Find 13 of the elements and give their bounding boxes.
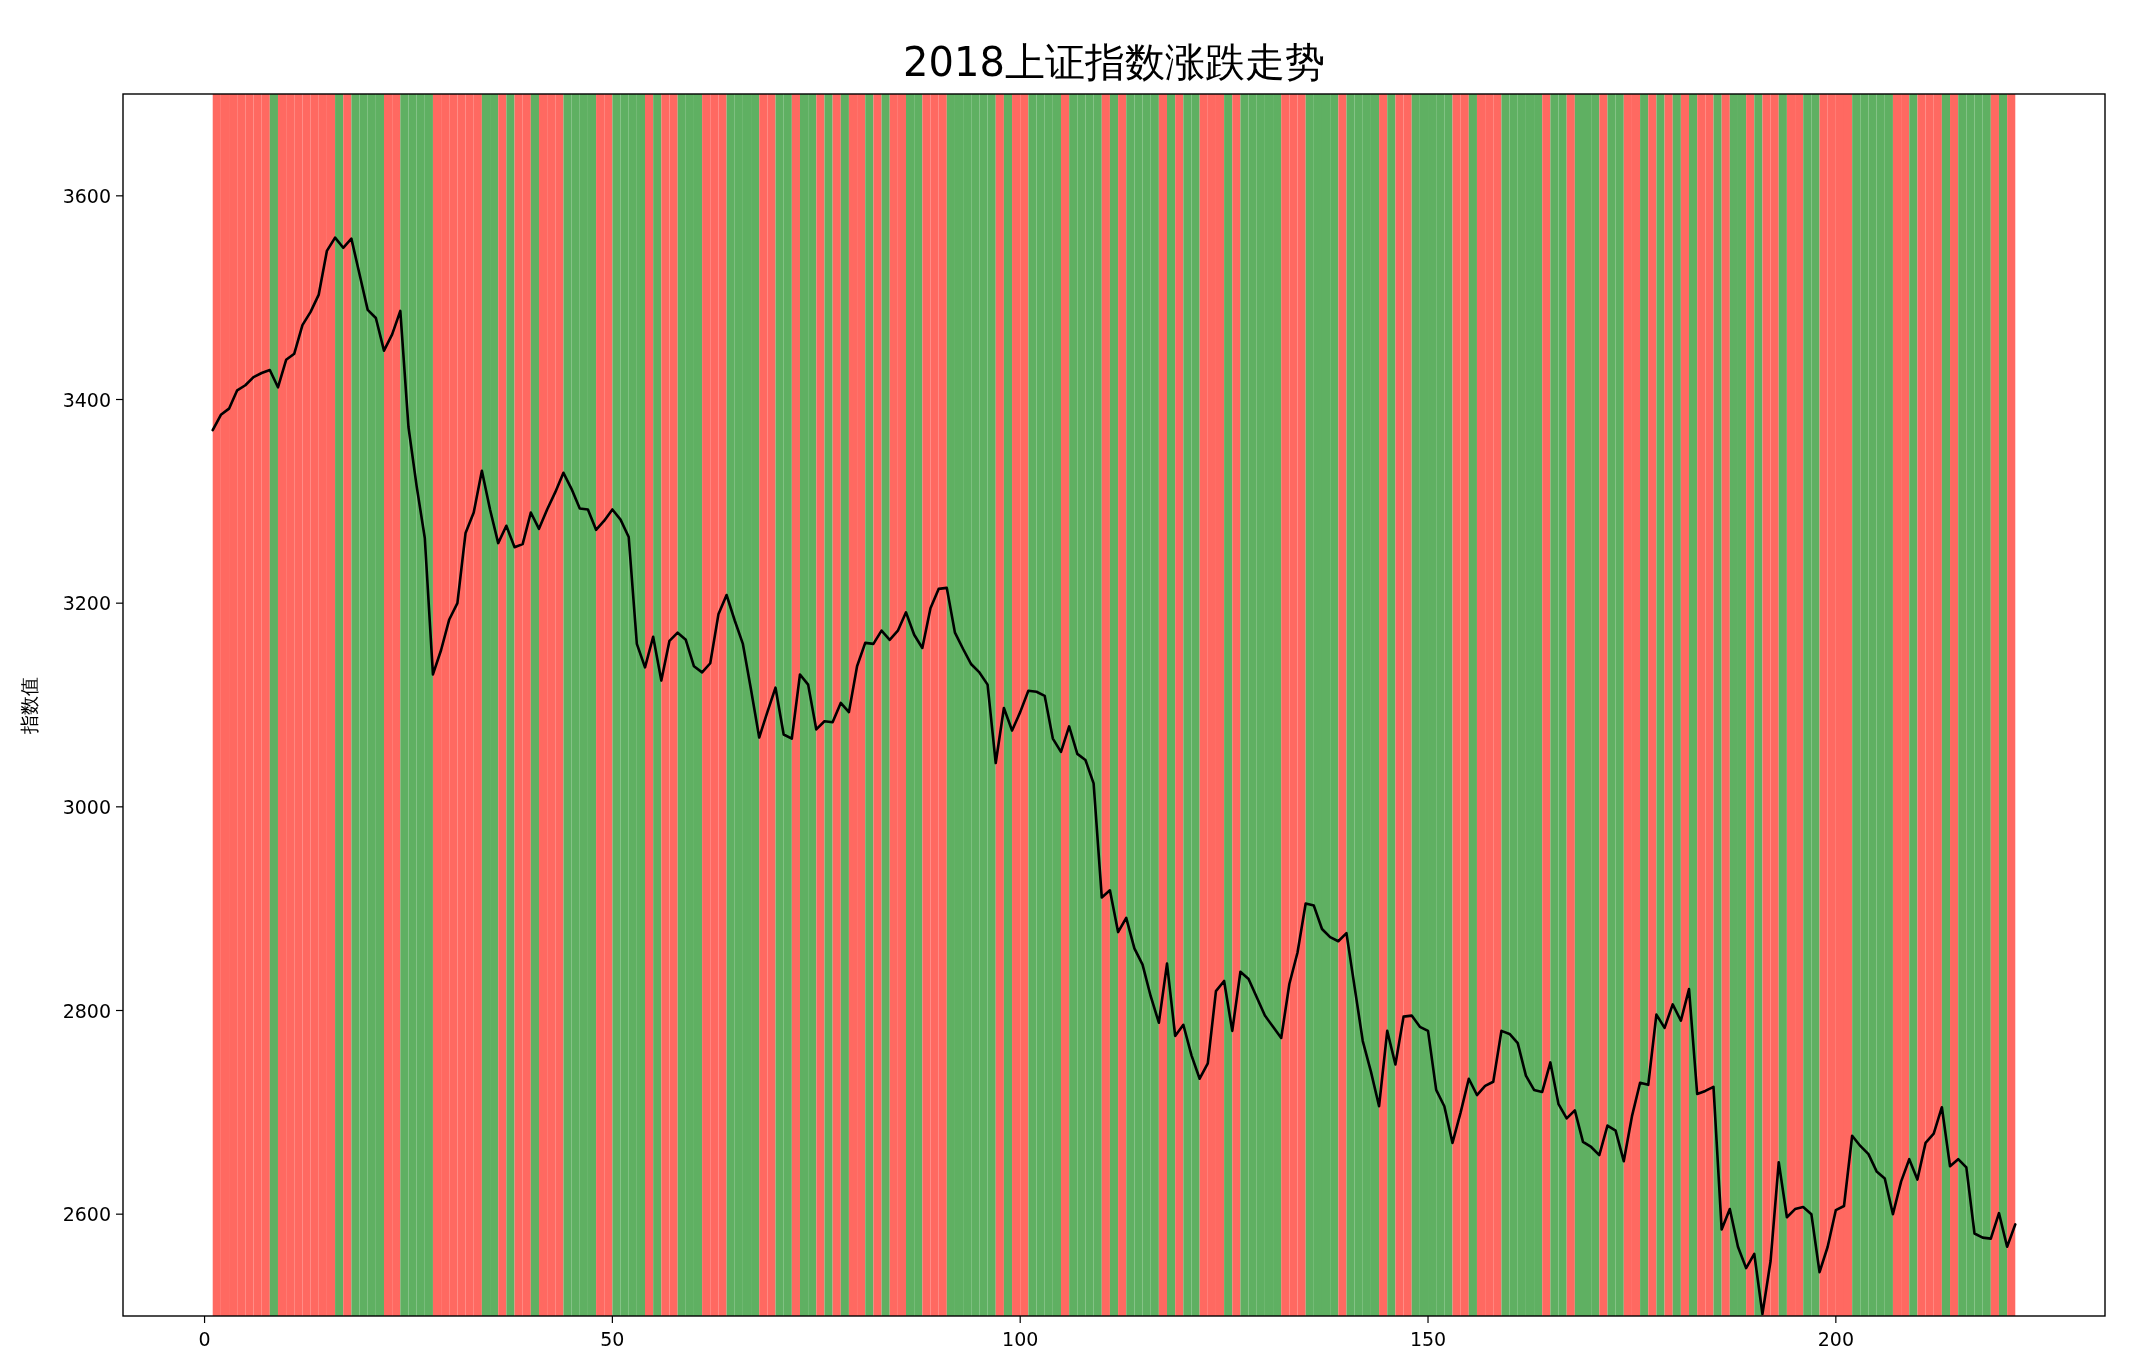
y-tick-label: 3200 — [62, 592, 111, 615]
y-tick-label: 3000 — [62, 795, 111, 818]
y-tick-label: 3400 — [62, 388, 111, 411]
x-tick-label: 100 — [1002, 1328, 1039, 1350]
chart-title: 2018上证指数涨跌走势 — [903, 39, 1325, 85]
x-tick-label: 50 — [600, 1328, 625, 1350]
x-tick-label: 200 — [1817, 1328, 1854, 1350]
y-tick-label: 2800 — [62, 999, 111, 1022]
y-axis-title: 指数值 — [18, 676, 40, 735]
y-tick-label: 3600 — [62, 184, 111, 207]
y-tick-label: 2600 — [62, 1203, 111, 1226]
x-tick-label: 0 — [198, 1328, 211, 1350]
x-tick-label: 150 — [1409, 1328, 1447, 1350]
